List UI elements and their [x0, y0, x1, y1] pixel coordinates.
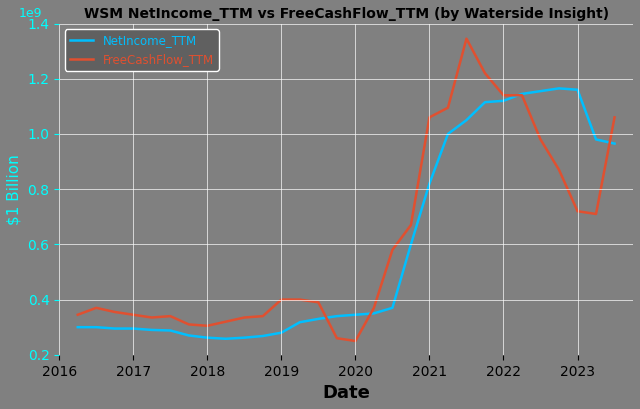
FreeCashFlow_TTM	[74, 312, 81, 317]
FreeCashFlow_TTM	[148, 315, 156, 320]
FreeCashFlow_TTM	[129, 312, 137, 317]
FreeCashFlow_TTM	[351, 339, 359, 344]
NetIncome_TTM	[296, 320, 304, 325]
NetIncome_TTM	[241, 335, 248, 340]
NetIncome_TTM	[185, 333, 193, 338]
NetIncome_TTM	[518, 92, 526, 97]
Legend: NetIncome_TTM, FreeCashFlow_TTM: NetIncome_TTM, FreeCashFlow_TTM	[65, 29, 219, 71]
FreeCashFlow_TTM	[555, 167, 563, 172]
FreeCashFlow_TTM	[185, 322, 193, 327]
FreeCashFlow_TTM	[370, 306, 378, 310]
NetIncome_TTM	[166, 328, 174, 333]
NetIncome_TTM	[333, 314, 340, 319]
Y-axis label: $1 Billion: $1 Billion	[7, 154, 22, 225]
NetIncome_TTM	[388, 306, 396, 310]
FreeCashFlow_TTM	[611, 115, 618, 120]
Text: 1e9: 1e9	[19, 7, 42, 20]
NetIncome_TTM	[204, 335, 211, 340]
NetIncome_TTM	[278, 330, 285, 335]
FreeCashFlow_TTM	[463, 36, 470, 41]
FreeCashFlow_TTM	[500, 93, 508, 98]
NetIncome_TTM	[148, 328, 156, 333]
NetIncome_TTM	[407, 242, 415, 247]
FreeCashFlow_TTM	[573, 209, 581, 213]
NetIncome_TTM	[314, 317, 322, 321]
NetIncome_TTM	[92, 325, 100, 330]
NetIncome_TTM	[129, 326, 137, 331]
FreeCashFlow_TTM	[426, 115, 433, 120]
NetIncome_TTM	[573, 87, 581, 92]
NetIncome_TTM	[222, 336, 230, 341]
NetIncome_TTM	[259, 334, 267, 339]
FreeCashFlow_TTM	[444, 105, 452, 110]
FreeCashFlow_TTM	[296, 297, 304, 302]
FreeCashFlow_TTM	[259, 314, 267, 319]
NetIncome_TTM	[74, 325, 81, 330]
NetIncome_TTM	[555, 86, 563, 91]
NetIncome_TTM	[444, 131, 452, 136]
FreeCashFlow_TTM	[204, 324, 211, 328]
NetIncome_TTM	[111, 326, 118, 331]
FreeCashFlow_TTM	[407, 222, 415, 227]
NetIncome_TTM	[351, 312, 359, 317]
FreeCashFlow_TTM	[314, 300, 322, 305]
NetIncome_TTM	[370, 311, 378, 316]
FreeCashFlow_TTM	[111, 310, 118, 315]
FreeCashFlow_TTM	[166, 314, 174, 319]
Title: WSM NetIncome_TTM vs FreeCashFlow_TTM (by Waterside Insight): WSM NetIncome_TTM vs FreeCashFlow_TTM (b…	[84, 7, 609, 21]
FreeCashFlow_TTM	[537, 137, 545, 142]
FreeCashFlow_TTM	[388, 247, 396, 252]
Line: FreeCashFlow_TTM: FreeCashFlow_TTM	[77, 39, 614, 341]
FreeCashFlow_TTM	[92, 306, 100, 310]
FreeCashFlow_TTM	[222, 319, 230, 324]
FreeCashFlow_TTM	[592, 211, 600, 216]
FreeCashFlow_TTM	[333, 336, 340, 341]
FreeCashFlow_TTM	[518, 93, 526, 98]
NetIncome_TTM	[463, 118, 470, 123]
X-axis label: Date: Date	[322, 384, 370, 402]
FreeCashFlow_TTM	[481, 71, 489, 76]
NetIncome_TTM	[426, 181, 433, 186]
FreeCashFlow_TTM	[278, 297, 285, 302]
NetIncome_TTM	[611, 141, 618, 146]
Line: NetIncome_TTM: NetIncome_TTM	[77, 88, 614, 339]
FreeCashFlow_TTM	[241, 315, 248, 320]
NetIncome_TTM	[592, 137, 600, 142]
NetIncome_TTM	[537, 89, 545, 94]
NetIncome_TTM	[481, 100, 489, 105]
NetIncome_TTM	[500, 98, 508, 103]
